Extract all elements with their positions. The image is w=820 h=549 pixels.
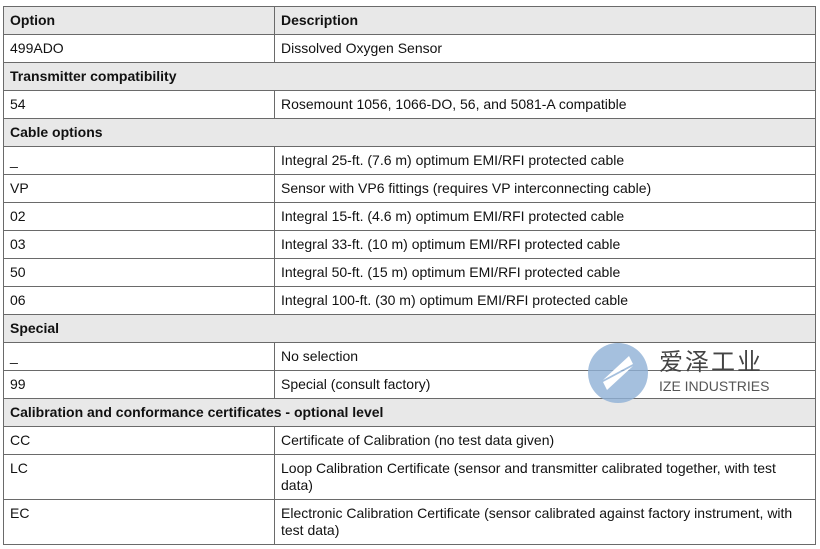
data-row: 06 Integral 100-ft. (30 m) optimum EMI/RF… — [3, 286, 816, 315]
section-row: Special — [3, 314, 816, 343]
option-cell: LC — [3, 454, 275, 500]
description-cell: Integral 33-ft. (10 m) optimum EMI/RFI p… — [274, 230, 816, 259]
data-row: 50 Integral 50-ft. (15 m) optimum EMI/RFI… — [3, 258, 816, 287]
watermark-name: IZE INDUSTRIES — [659, 378, 770, 394]
description-cell: Loop Calibration Certificate (sensor and… — [274, 454, 816, 500]
description-cell: Rosemount 1056, 1066-DO, 56, and 5081-A … — [274, 90, 816, 119]
data-row: VP Sensor with VP6 fittings (requires VP … — [3, 174, 816, 203]
data-row: LC Loop Calibration Certificate (sensor a… — [3, 454, 816, 500]
data-row: _ Integral 25-ft. (7.6 m) optimum EMI/RFI… — [3, 146, 816, 175]
option-cell: 06 — [3, 286, 275, 315]
description-cell: Electronic Calibration Certificate (sens… — [274, 499, 816, 545]
watermark: 爱泽工业 IZE INDUSTRIES — [585, 340, 785, 410]
section-cell: Calibration and conformance certificates… — [3, 398, 816, 427]
data-row: EC Electronic Calibration Certificate (se… — [3, 499, 816, 545]
logo — [588, 343, 648, 403]
option-cell: 50 — [3, 258, 275, 287]
header-row: Option Description — [3, 6, 816, 35]
description-cell: Integral 50-ft. (15 m) optimum EMI/RFI p… — [274, 258, 816, 287]
option-cell: VP — [3, 174, 275, 203]
option-cell: EC — [3, 499, 275, 545]
description-cell: Certificate of Calibration (no test data… — [274, 426, 816, 455]
data-row: CC Certificate of Calibration (no test da… — [3, 426, 816, 455]
data-row: 499ADO Dissolved Oxygen Sensor — [3, 34, 816, 63]
option-cell: 54 — [3, 90, 275, 119]
option-cell: CC — [3, 426, 275, 455]
section-row: Cable options — [3, 118, 816, 147]
option-cell: 499ADO — [3, 34, 275, 63]
data-row: 03 Integral 33-ft. (10 m) optimum EMI/RFI… — [3, 230, 816, 259]
options-table: Option Description 499ADO Dissolved Oxygen … — [3, 6, 816, 545]
header-cell: Option — [3, 6, 275, 35]
data-row: 02 Integral 15-ft. (4.6 m) optimum EMI/RF… — [3, 202, 816, 231]
option-cell: _ — [3, 146, 275, 175]
description-cell: Integral 25-ft. (7.6 m) optimum EMI/RFI … — [274, 146, 816, 175]
description-cell: Dissolved Oxygen Sensor — [274, 34, 816, 63]
section-row: Transmitter compatibility — [3, 62, 816, 91]
option-cell: 02 — [3, 202, 275, 231]
option-cell: 99 — [3, 370, 275, 399]
description-cell: Integral 100-ft. (30 m) optimum EMI/RFI … — [274, 286, 816, 315]
table-wrap: Option Description 499ADO Dissolved Oxygen … — [3, 6, 816, 545]
description-cell: Integral 15-ft. (4.6 m) optimum EMI/RFI … — [274, 202, 816, 231]
option-cell: _ — [3, 342, 275, 371]
data-row: 54 Rosemount 1056, 1066-DO, 56, and 5081-… — [3, 90, 816, 119]
watermark-brand: 爱泽工业 — [659, 348, 763, 376]
description-cell: Sensor with VP6 fittings (requires VP in… — [274, 174, 816, 203]
section-row: Calibration and conformance certificates… — [3, 398, 816, 427]
section-cell: Transmitter compatibility — [3, 62, 816, 91]
header-cell: Description — [274, 6, 816, 35]
section-cell: Cable options — [3, 118, 816, 147]
option-cell: 03 — [3, 230, 275, 259]
section-cell: Special — [3, 314, 816, 343]
